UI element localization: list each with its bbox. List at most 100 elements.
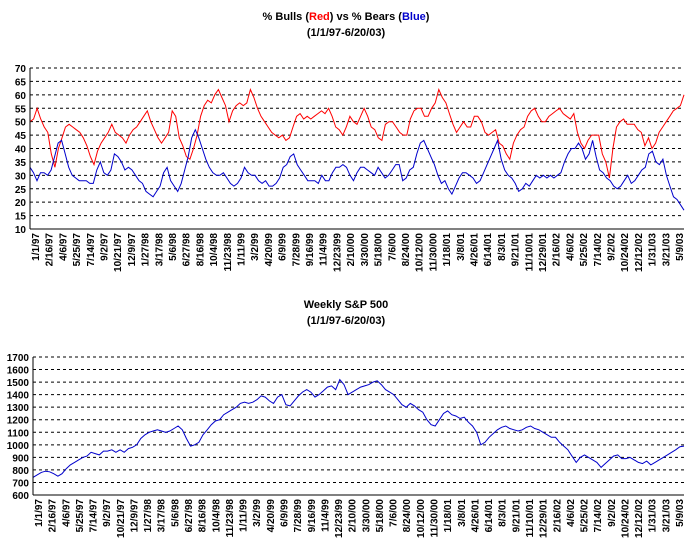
chart1-x-tick-label: 3/30/00 — [360, 233, 371, 267]
chart2-x-tick-label: 3/8/01 — [457, 499, 468, 527]
chart2-x-tick-label: 4/6/97 — [61, 499, 72, 527]
bulls-bears-chart: % Bulls (Red) vs % Bears (Blue) (1/1/97-… — [15, 11, 686, 272]
chart2-subtitle: (1/1/97-6/20/03) — [307, 315, 386, 327]
chart1-x-tick-label: 5/18/00 — [374, 233, 385, 267]
chart1-x-tick-label: 6/9/99 — [278, 233, 289, 261]
chart1-y-tick-label: 55 — [15, 104, 27, 115]
chart1-y-tick-label: 20 — [15, 198, 27, 209]
chart1-y-tick-label: 30 — [15, 171, 27, 182]
chart1-axes — [29, 68, 684, 230]
chart2-y-tick-label: 900 — [12, 453, 29, 464]
chart2-x-tick-label: 5/9/03 — [675, 499, 686, 527]
chart1-y-tick-label: 50 — [15, 118, 27, 129]
chart1-x-tick-label: 10/21/97 — [113, 233, 124, 272]
chart1-x-tick-label: 1/18/01 — [442, 233, 453, 267]
chart1-x-tick-label: 11/23/98 — [223, 233, 234, 272]
chart1-x-tick-label: 10/12/00 — [415, 233, 426, 272]
chart2-x-tick-label: 9/16/99 — [307, 499, 318, 533]
chart2-y-tick-label: 700 — [12, 478, 29, 489]
chart2-y-tick-label: 1100 — [7, 428, 29, 439]
chart1-x-tick-label: 12/23/99 — [332, 233, 343, 272]
chart2-x-tick-label: 1/1/97 — [34, 499, 45, 527]
chart1-x-tick-label: 8/24/00 — [401, 233, 412, 267]
chart2-y-tick-label: 1500 — [7, 378, 30, 389]
chart2-x-tick-label: 4/6/02 — [566, 499, 577, 527]
sp500-chart: Weekly S&P 500 (1/1/97-6/20/03) 600 70080… — [7, 299, 686, 538]
chart2-x-tick-label: 7/14/97 — [89, 499, 100, 533]
chart2-x-tick-label: 5/25/97 — [75, 499, 86, 533]
chart1-x-tick-label: 6/27/98 — [182, 233, 193, 267]
chart2-x-tick-label: 6/27/98 — [184, 499, 195, 533]
chart1-subtitle: (1/1/97-6/20/03) — [307, 27, 386, 39]
chart1-title-part: % Bulls ( — [263, 11, 310, 23]
chart1-x-tick-label: 3/17/98 — [154, 233, 165, 267]
chart1-x-tick-label: 11/4/99 — [319, 233, 330, 266]
chart1-x-tick-label: 9/2/97 — [100, 233, 111, 261]
chart1-x-tick-label: 3/2/99 — [250, 233, 261, 261]
chart2-y-tick-label: 800 — [12, 466, 29, 477]
chart2-x-tick-label: 12/9/97 — [129, 499, 140, 533]
chart1-x-tick-label: 3/8/01 — [456, 233, 467, 261]
chart1-x-tick-label: 4/6/97 — [58, 233, 69, 261]
chart2-x-tick-label: 4/26/01 — [470, 499, 481, 533]
chart1-y-tick-label: 10 — [15, 225, 27, 236]
chart2-x-tick-label: 1/11/99 — [239, 499, 250, 532]
chart1-y-tick-label: 70 — [15, 64, 27, 75]
chart1-x-tick-label: 7/6/00 — [387, 233, 398, 261]
chart1-y-ticks: 10 15 20 25 30 35 40 45 50 55 60 65 70 — [15, 64, 27, 236]
chart1-grid — [30, 67, 684, 217]
chart1-x-tick-label: 5/25/02 — [579, 233, 590, 267]
chart2-x-tick-label: 10/21/97 — [116, 499, 127, 538]
chart1-series — [29, 87, 685, 211]
chart2-x-tick-label: 8/24/00 — [402, 499, 413, 533]
chart1-x-tick-label: 7/28/99 — [291, 233, 302, 267]
chart2-y-tick-label: 1700 — [7, 353, 30, 364]
chart2-x-tick-label: 9/2/02 — [607, 499, 618, 527]
chart2-x-tick-label: 11/30/00 — [430, 499, 441, 538]
chart1-y-tick-label: 65 — [15, 77, 27, 88]
chart2-x-tick-label: 11/10/01 — [525, 499, 536, 538]
chart1-x-tick-label: 11/30/00 — [428, 233, 439, 272]
chart2-x-tick-label: 9/2/97 — [102, 499, 113, 527]
chart2-x-tick-label: 1/27/98 — [143, 499, 154, 533]
chart1-x-tick-label: 1/31/03 — [648, 233, 659, 267]
chart1-series-bulls — [29, 87, 685, 179]
chart1-x-tick-label: 7/14/02 — [593, 233, 604, 267]
chart1-x-tick-label: 11/10/01 — [524, 233, 535, 272]
chart1-x-tick-label: 6/14/01 — [483, 233, 494, 267]
chart1-x-tick-label: 9/2/02 — [606, 233, 617, 261]
chart2-x-tick-label: 5/25/02 — [580, 499, 591, 533]
chart2-y-tick-label: 1000 — [7, 441, 30, 452]
chart1-x-tick-label: 4/26/01 — [469, 233, 480, 267]
chart1-x-tick-label: 3/21/03 — [661, 233, 672, 267]
chart1-title-part: Blue — [402, 11, 426, 23]
chart1-y-tick-label: 25 — [15, 185, 27, 196]
chart2-x-tick-label: 12/23/99 — [334, 499, 345, 538]
chart1-x-tick-label: 8/3/01 — [497, 233, 508, 261]
chart1-x-tick-label: 4/20/99 — [264, 233, 275, 267]
chart2-x-tick-label: 8/16/98 — [198, 499, 209, 533]
chart2-x-tick-label: 12/12/02 — [634, 499, 645, 538]
chart2-x-tick-label: 1/18/01 — [443, 499, 454, 533]
chart2-x-tick-label: 3/17/98 — [157, 499, 168, 533]
chart2-x-tick-label: 3/30/00 — [361, 499, 372, 533]
chart2-x-tick-label: 4/20/99 — [266, 499, 277, 533]
chart2-x-tick-label: 7/28/99 — [293, 499, 304, 533]
chart1-x-tick-label: 12/9/97 — [127, 233, 138, 267]
chart1-x-tick-label: 5/9/03 — [675, 233, 686, 261]
chart1-x-tick-label: 2/10/00 — [346, 233, 357, 267]
chart1-y-tick-label: 60 — [15, 91, 27, 102]
chart2-grid — [33, 356, 684, 483]
chart1-title-part: Red — [309, 11, 330, 23]
chart1-x-tick-label: 10/4/98 — [209, 233, 220, 267]
chart1-x-tick-label: 10/24/02 — [620, 233, 631, 272]
chart1-x-tick-label: 2/16/02 — [552, 233, 563, 267]
chart2-y-tick-label: 600 — [12, 491, 29, 502]
chart2-axes — [32, 357, 684, 496]
chart1-y-tick-label: 40 — [15, 145, 27, 156]
chart2-x-tick-label: 10/24/02 — [620, 499, 631, 538]
chart2-x-tick-label: 5/6/98 — [170, 499, 181, 527]
chart2-x-tick-label: 8/3/01 — [498, 499, 509, 527]
chart2-x-tick-label: 3/21/03 — [661, 499, 672, 533]
